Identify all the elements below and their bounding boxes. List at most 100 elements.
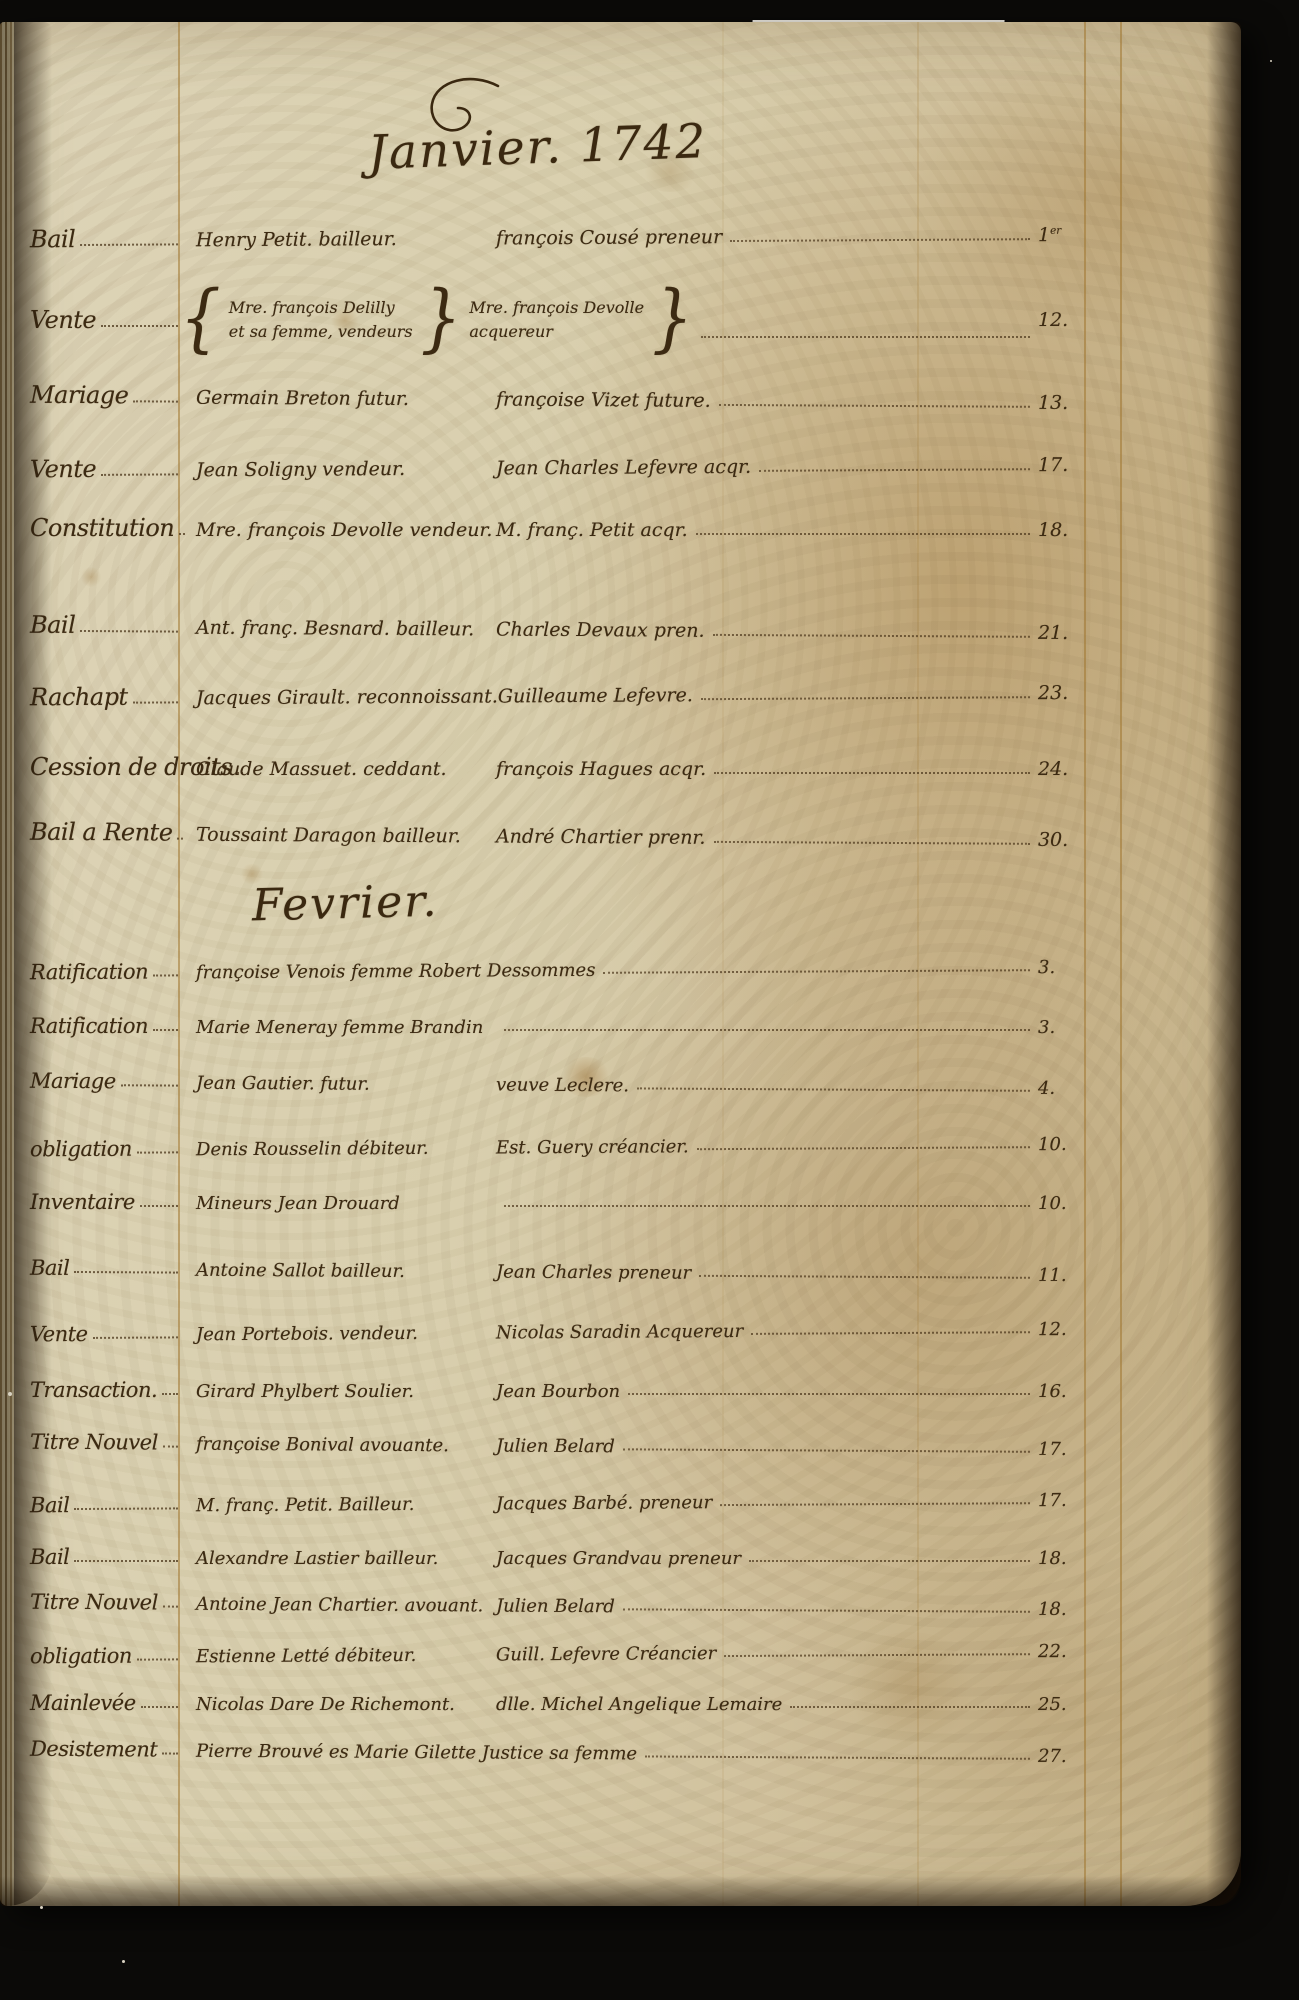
register-row: Inventaire Mineurs Jean Drouard 10.: [30, 1190, 1112, 1214]
act-type-label: Vente: [30, 306, 180, 334]
party-name: Ant. franç. Besnard. bailleur.: [195, 616, 475, 641]
party-name: Jean Charles Lefevre acqr.: [495, 455, 752, 480]
register-row: Bail Henry Petit. bailleur. françois Cousé…: [30, 219, 1112, 253]
party-name: Denis Rousselin débiteur.: [195, 1137, 429, 1161]
party-name: Claude Massuet. ceddant.: [196, 758, 447, 780]
party-name: Jean Gautier. futur.: [195, 1072, 370, 1095]
page-number: 3.: [1038, 1017, 1056, 1038]
page-number: 12.: [1038, 308, 1069, 331]
party-name: Nicolas Saradin Acquereur: [495, 1320, 744, 1344]
calligraphic-flourish: [430, 77, 500, 132]
register-row: Ratification françoise Venois femme Rober…: [30, 954, 1112, 984]
party-name: françoise Bonival avouante.: [195, 1433, 449, 1457]
register-row: Bail a Rente Toussaint Daragon bailleur. A…: [30, 818, 1112, 853]
page-number: 4.: [1037, 1077, 1056, 1099]
dotted-leader: [162, 1605, 178, 1608]
dust-speck: [122, 1960, 125, 1963]
dotted-leader: [759, 468, 1031, 472]
dotted-leader: [504, 1205, 1030, 1207]
dotted-leader: [92, 1336, 179, 1339]
party-name: Julien Belard: [495, 1435, 615, 1458]
register-row: Bail M. franç. Petit. Bailleur. Jacques Ba…: [30, 1487, 1112, 1517]
page-number: 10.: [1038, 1193, 1067, 1214]
register-row: obligation Denis Rousselin débiteur. Est. …: [30, 1131, 1112, 1161]
page-edge-shadow: [1207, 22, 1241, 1906]
ruled-line: [1120, 22, 1122, 1906]
party-name: Toussaint Daragon bailleur.: [195, 823, 461, 848]
page-edge-shadow: [0, 1876, 1241, 1906]
dotted-leader: [628, 1393, 1030, 1395]
ruled-line: [178, 22, 180, 1906]
act-type-label: Bail: [30, 224, 180, 253]
register-row: obligation Estienne Letté débiteur. Guill.…: [30, 1638, 1112, 1668]
dotted-leader: [139, 1205, 178, 1207]
act-type-label: Desistement: [30, 1737, 180, 1762]
dotted-leader: [724, 1653, 1031, 1658]
dotted-leader: [162, 1752, 178, 1755]
party-name: Mre. françois Delilly et sa femme, vendeu…: [221, 296, 421, 342]
party-name: Jean Soligny vendeur.: [195, 458, 406, 482]
page-number: 17.: [1037, 1438, 1067, 1461]
dotted-leader: [714, 772, 1030, 774]
dotted-leader: [696, 1146, 1031, 1151]
dotted-leader: [712, 633, 1030, 638]
dotted-leader: [136, 1658, 179, 1661]
stain-spot: [80, 567, 102, 587]
dotted-leader: [749, 1560, 1030, 1562]
closing-brace: }: [652, 276, 693, 362]
act-type-label: Mariage: [30, 381, 180, 410]
act-type-label: Titre Nouvel: [30, 1590, 180, 1615]
party-name: françoise Vizet future.: [495, 388, 711, 412]
month-title-janvier: Janvier. 1742: [367, 114, 709, 181]
dotted-leader: [132, 701, 179, 704]
party-name: M. franç. Petit. Bailleur.: [195, 1493, 415, 1517]
party-name: Guill. Lefevre Créancier: [495, 1643, 717, 1666]
party-line: acquereur: [469, 321, 553, 341]
act-type-label: Transaction.: [30, 1378, 180, 1402]
register-row: Ratification Marie Meneray femme Brandin 3…: [30, 1014, 1112, 1038]
ruled-line: [722, 22, 724, 1906]
party-line: Mre. françois Devolle: [469, 298, 645, 318]
act-type-label: Ratification: [30, 1014, 180, 1038]
dust-speck: [8, 1392, 12, 1396]
dotted-leader: [700, 336, 1030, 339]
page-number: 21.: [1037, 621, 1069, 645]
dotted-leader: [153, 1029, 178, 1031]
party-name: Guilleaume Lefevre.: [497, 684, 693, 708]
dotted-leader: [136, 1151, 179, 1154]
act-type-label: Vente: [30, 1321, 180, 1346]
dotted-leader: [718, 403, 1030, 408]
dotted-leader: [133, 400, 178, 403]
dotted-leader: [730, 238, 1031, 243]
dotted-leader: [751, 1331, 1031, 1335]
party-line: Mre. françois Delilly: [228, 298, 395, 318]
party-name: françois Hagues acqr.: [496, 758, 707, 780]
act-type-label: Vente: [30, 454, 180, 483]
act-type-label: Mainlevée: [30, 1691, 180, 1715]
party-name: Antoine Jean Chartier. avouant.: [195, 1593, 484, 1617]
dotted-leader: [720, 1502, 1031, 1507]
dotted-leader: [695, 533, 1030, 535]
register-row: Mainlevée Nicolas Dare De Richemont. dlle.…: [30, 1691, 1112, 1715]
manuscript-page: Janvier. 1742 Fevrier. Bail Henry Petit. …: [0, 22, 1241, 1906]
register-row: Titre Nouvel françoise Bonival avouante. J…: [30, 1430, 1112, 1461]
act-type-label: Bail a Rente: [30, 818, 184, 847]
act-type-label: Inventaire: [30, 1190, 180, 1214]
party-name: Jacques Grandvau preneur: [496, 1548, 742, 1569]
page-number: 16.: [1038, 1381, 1067, 1402]
dotted-leader: [80, 243, 179, 246]
page-number: 18.: [1037, 1598, 1067, 1621]
closing-brace: }: [420, 276, 462, 362]
page-number: 11.: [1037, 1264, 1067, 1287]
party-name: veuve Leclere.: [495, 1074, 630, 1097]
dotted-leader: [622, 1608, 1030, 1613]
act-type-label: obligation: [30, 1643, 180, 1668]
party-name: Jean Charles preneur: [495, 1261, 692, 1284]
dotted-leader: [179, 533, 186, 535]
act-type-text: Cession de droits: [30, 753, 233, 781]
dotted-leader: [101, 324, 178, 327]
page-number: 17.: [1037, 1489, 1067, 1512]
dotted-leader: [237, 772, 244, 774]
party-name: Germain Breton futur.: [195, 386, 410, 411]
